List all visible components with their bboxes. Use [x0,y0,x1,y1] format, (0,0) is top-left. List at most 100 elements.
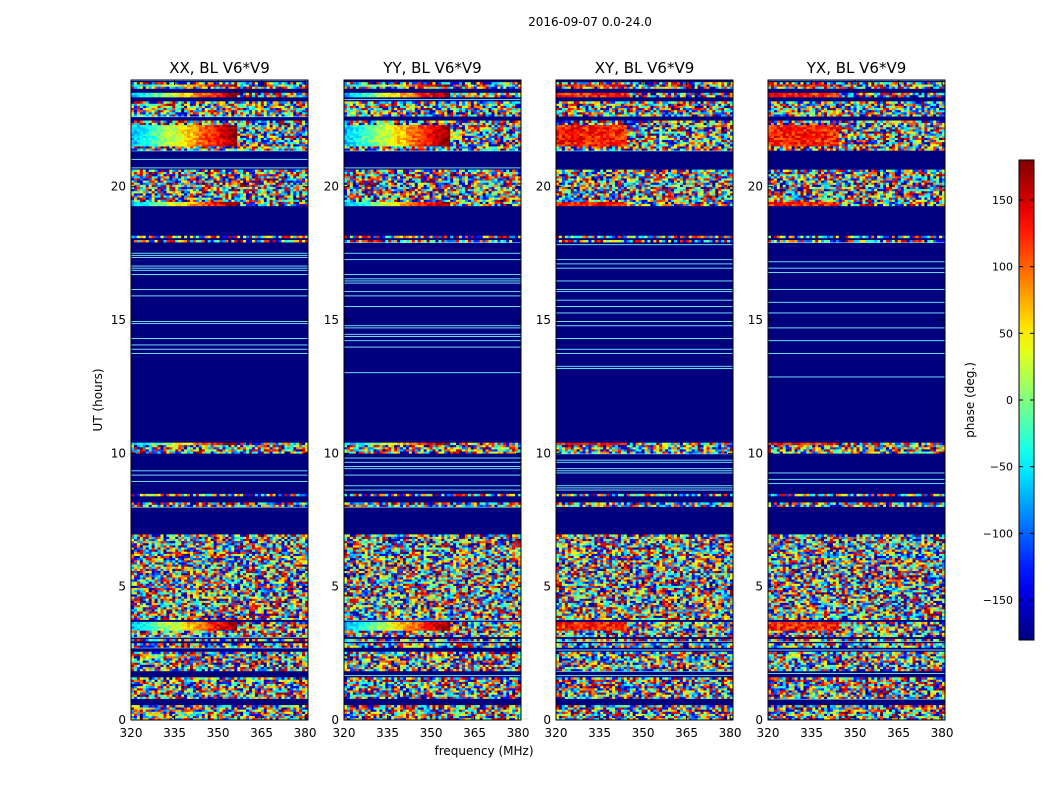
heatmap-cell [181,560,185,563]
heatmap-cell [142,570,147,574]
heatmap-cell [157,604,161,608]
heatmap-cell [260,592,265,595]
heatmap-cell [154,540,158,544]
heatmap-cell [251,557,256,561]
heatmap-cell [302,653,306,657]
heatmap-cell [190,606,194,610]
heatmap-cell [257,638,262,642]
heatmap-cell [237,589,241,593]
heatmap-cell [263,564,268,567]
heatmap-cell [246,662,250,665]
heatmap-cell [234,545,238,548]
heatmap-cell [254,604,259,608]
heatmap-cell [210,666,214,670]
heatmap-cell [302,449,306,452]
heatmap-cell [263,547,268,550]
heatmap-cell [201,709,206,712]
heatmap-cell [187,572,191,576]
heatmap-cell [287,638,291,642]
heatmap-cell [192,645,197,648]
heatmap-cell [216,624,220,627]
heatmap-cell [184,589,188,593]
heatmap-cell [198,594,203,597]
heatmap-cell [187,711,191,714]
heatmap-cell [195,581,200,584]
heatmap-cell [287,592,291,595]
heatmap-cell [136,653,141,657]
heatmap-cell [142,592,147,595]
heatmap-cell [290,656,294,659]
heatmap-cell [240,679,244,682]
heatmap-cell [240,577,244,580]
heatmap-cell [195,592,200,595]
heatmap-cell [142,668,147,672]
heatmap-cell [269,594,273,597]
heatmap-cell [131,444,135,448]
heatmap-cell [157,583,161,586]
heatmap-cell [207,705,212,708]
heatmap-cell [281,705,285,708]
heatmap-cell [302,694,306,697]
heatmap-cell [296,577,300,580]
heatmap-cell [225,493,229,497]
heatmap-cell [246,705,250,708]
heatmap-cell [145,609,150,612]
heatmap-cell [266,621,271,625]
heatmap-cell [228,542,232,546]
heatmap-cell [175,685,179,689]
heatmap-cell [237,613,241,616]
heatmap-cell [231,579,235,582]
heatmap-cell [166,502,170,505]
heatmap-cell [195,643,200,646]
heatmap-cell [190,449,194,452]
heatmap-cell [275,651,279,655]
heatmap-cell [151,606,155,610]
heatmap-cell [251,566,256,569]
heatmap-cell [175,451,179,454]
heatmap-cell [305,577,308,580]
heatmap-cell [254,557,259,561]
heatmap-cell [192,653,197,657]
heatmap-cell [305,677,308,680]
heatmap-cell [251,547,256,550]
heatmap-cell [133,570,138,574]
heatmap-cell [216,553,220,557]
heatmap-cell [133,572,138,576]
heatmap-cell [136,449,141,452]
heatmap-cell [154,600,158,603]
heatmap-cell [204,668,209,672]
heatmap-cell [145,690,150,693]
heatmap-cell [290,611,294,614]
heatmap-cell [287,449,291,452]
heatmap-cell [151,611,155,614]
heatmap-cell [240,694,244,697]
heatmap-cell [166,609,170,612]
heatmap-cell [166,568,170,571]
heatmap-cell [178,660,182,663]
heatmap-cell [266,570,271,574]
heatmap-cell [225,696,229,699]
heatmap-cell [243,604,247,608]
heatmap-cell [160,602,164,606]
heatmap-cell [204,540,209,544]
heatmap-cell [263,583,268,586]
heatmap-cell [251,696,256,699]
heatmap-cell [213,609,217,612]
heatmap-cell [260,709,265,712]
heatmap-cell [190,536,194,539]
heatmap-cell [175,651,179,655]
heatmap-cell [192,583,197,586]
heatmap-cell [151,653,155,657]
heatmap-cell [195,677,200,680]
heatmap-cell [175,645,179,648]
heatmap-cell [272,555,276,559]
heatmap-cell [210,604,214,608]
heatmap-cell [257,589,262,593]
heatmap-cell [192,690,197,693]
heatmap-cell [172,656,176,659]
heatmap-cell [246,568,250,571]
heatmap-cell [184,581,188,584]
heatmap-cell [222,547,226,550]
heatmap-cell [169,557,173,561]
heatmap-cell [169,451,173,454]
